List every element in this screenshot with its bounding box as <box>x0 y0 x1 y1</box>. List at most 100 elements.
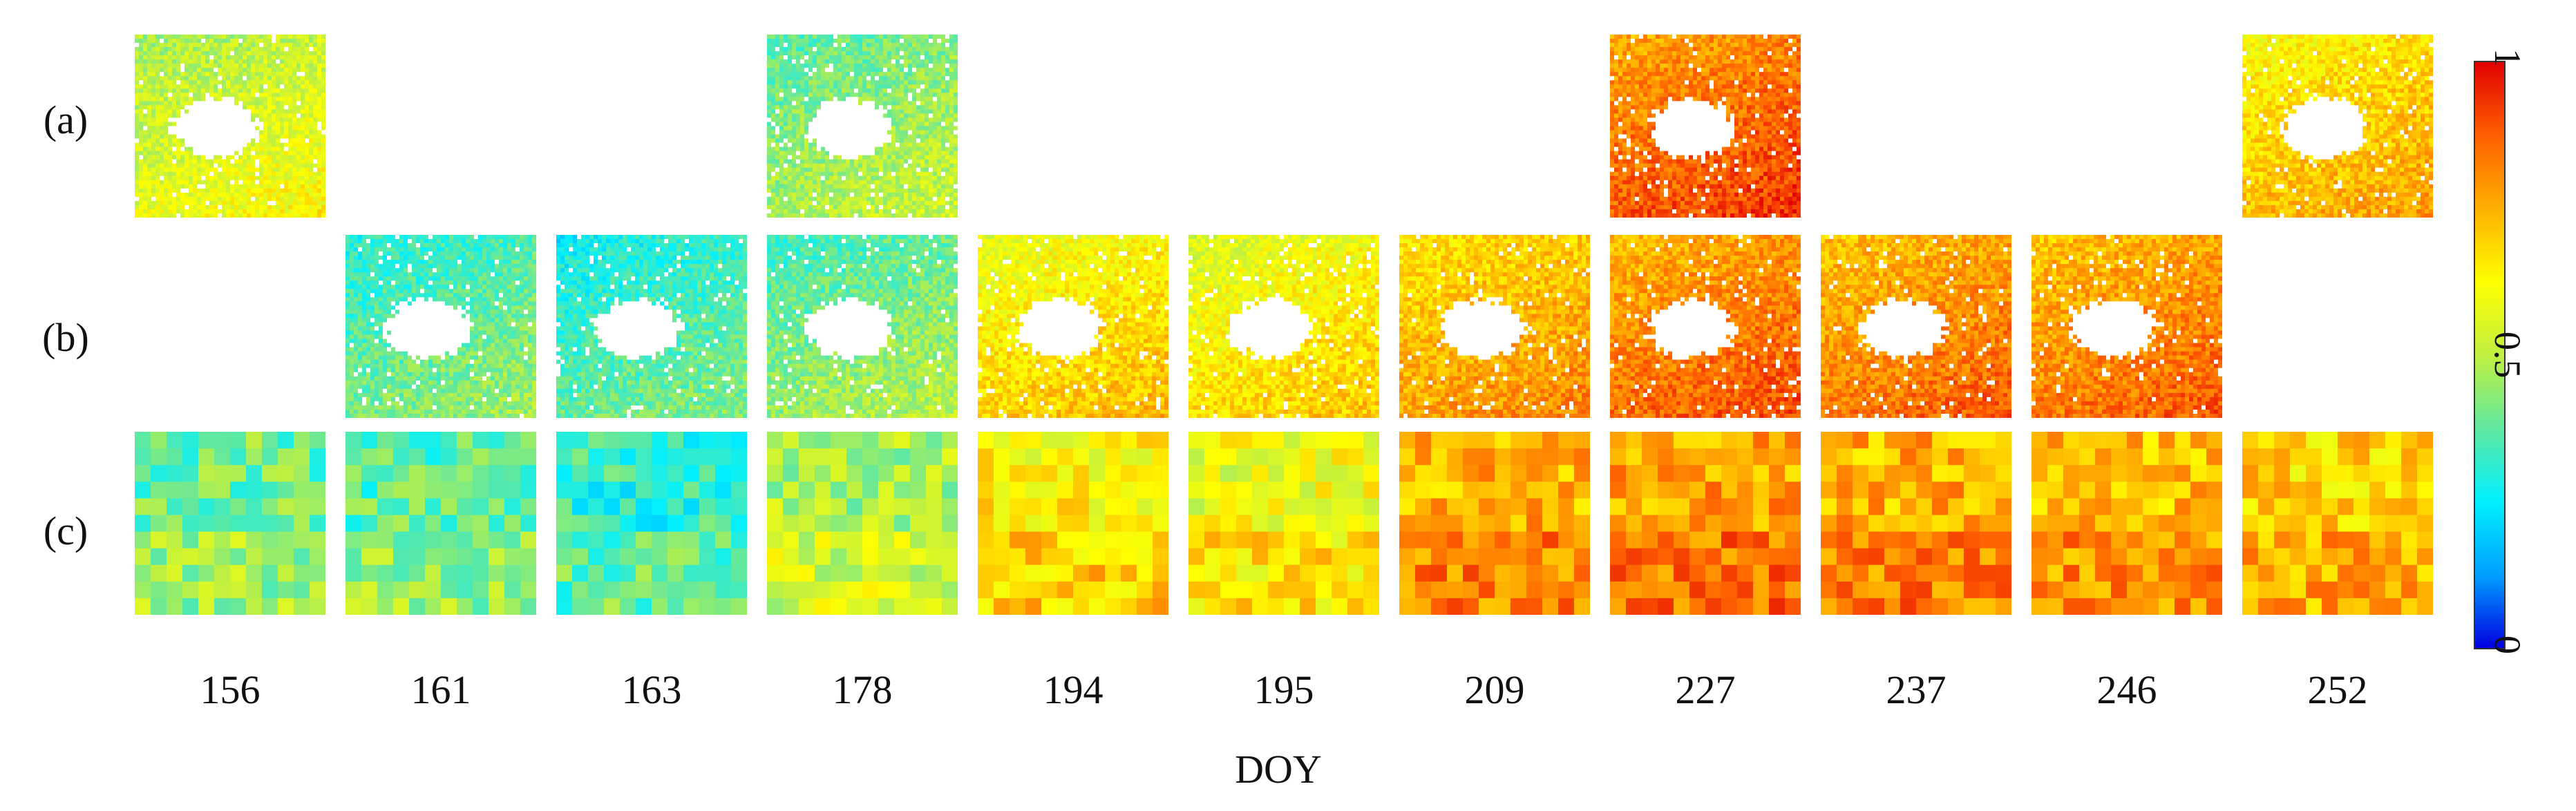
pixel-cell <box>201 146 206 152</box>
pixel-cell <box>1701 76 1706 81</box>
pixel-cell <box>771 101 776 106</box>
pixel-cell <box>1759 76 1764 81</box>
pixel-cell <box>164 59 169 64</box>
pixel-cell <box>197 47 202 52</box>
pixel-cell <box>143 209 148 214</box>
pixel-cell <box>788 39 793 44</box>
pixel-cell <box>883 171 888 177</box>
pixel-cell <box>1631 80 1636 85</box>
pixel-cell <box>862 167 867 173</box>
pixel-cell <box>1739 105 1743 110</box>
pixel-cell <box>214 76 218 81</box>
pixel-cell <box>871 155 875 160</box>
pixel-cell <box>205 184 210 189</box>
pixel-cell <box>779 122 784 126</box>
pixel-cell <box>912 151 917 156</box>
pixel-cell <box>1792 43 1797 48</box>
pixel-cell <box>784 113 788 118</box>
pixel-cell <box>1797 35 1801 39</box>
pixel-cell <box>1759 59 1764 64</box>
pixel-cell <box>259 76 264 81</box>
pixel-cell <box>883 93 888 97</box>
pixel-cell <box>288 93 293 97</box>
pixel-cell <box>193 146 198 152</box>
pixel-cell <box>176 146 181 152</box>
pixel-cell <box>1788 76 1793 81</box>
pixel-cell <box>821 138 826 144</box>
pixel-cell <box>255 155 260 160</box>
pixel-cell <box>775 134 780 140</box>
pixel-cell <box>209 39 214 44</box>
pixel-cell <box>929 146 934 152</box>
pixel-cell <box>296 55 301 60</box>
pixel-cell <box>1743 51 1748 56</box>
pixel-cell <box>143 188 148 193</box>
pixel-cell <box>201 192 206 198</box>
pixel-cell <box>767 184 772 189</box>
pixel-cell <box>218 84 222 89</box>
pixel-cell <box>309 59 314 64</box>
pixel-cell <box>234 213 239 218</box>
pixel-cell <box>846 84 851 89</box>
pixel-cell <box>945 155 950 160</box>
pixel-cell <box>920 175 925 181</box>
pixel-cell <box>209 109 214 114</box>
pixel-cell <box>284 188 289 193</box>
pixel-cell <box>317 209 322 214</box>
pixel-cell <box>238 163 243 169</box>
pixel-cell <box>891 51 896 56</box>
pixel-cell <box>160 130 164 135</box>
pixel-cell <box>771 204 776 210</box>
pixel-cell <box>1718 84 1723 89</box>
pixel-cell <box>796 76 801 81</box>
pixel-cell <box>912 159 917 164</box>
pixel-cell <box>1672 117 1677 122</box>
pixel-cell <box>180 184 185 189</box>
pixel-cell <box>151 142 156 148</box>
pixel-cell <box>900 47 905 52</box>
pixel-cell <box>920 55 925 60</box>
pixel-cell <box>800 117 805 122</box>
pixel-cell <box>871 171 875 177</box>
pixel-cell <box>247 204 252 210</box>
pixel-cell <box>238 192 243 198</box>
pixel-cell <box>937 109 942 114</box>
pixel-cell <box>201 109 206 114</box>
pixel-cell <box>821 105 826 110</box>
pixel-cell <box>941 200 946 206</box>
pixel-cell <box>850 72 855 77</box>
pixel-cell <box>929 188 934 193</box>
pixel-cell <box>837 88 842 93</box>
pixel-cell <box>887 188 892 193</box>
pixel-cell <box>164 64 169 68</box>
pixel-cell <box>800 138 805 144</box>
pixel-cell <box>1622 72 1627 77</box>
pixel-cell <box>263 109 268 114</box>
pixel-cell <box>829 59 834 64</box>
pixel-cell <box>875 105 880 110</box>
pixel-cell <box>767 76 772 81</box>
pixel-cell <box>1614 47 1619 52</box>
pixel-cell <box>929 175 934 181</box>
pixel-cell <box>251 109 256 114</box>
pixel-cell <box>1639 97 1644 102</box>
pixel-cell <box>792 59 797 64</box>
pixel-cell <box>147 68 152 73</box>
pixel-cell <box>1631 59 1636 64</box>
pixel-cell <box>771 117 776 122</box>
pixel-cell <box>1660 64 1665 68</box>
pixel-cell <box>184 175 189 181</box>
pixel-cell <box>147 159 152 164</box>
pixel-cell <box>1697 88 1702 93</box>
pixel-cell <box>1635 43 1640 48</box>
pixel-cell <box>858 64 863 68</box>
pixel-cell <box>875 213 880 218</box>
pixel-cell <box>858 113 863 118</box>
pixel-cell <box>937 146 942 152</box>
pixel-cell <box>135 84 140 89</box>
pixel-cell <box>222 84 227 89</box>
pixel-cell <box>1635 64 1640 68</box>
pixel-cell <box>1739 109 1743 114</box>
pixel-cell <box>949 134 954 140</box>
pixel-cell <box>891 200 896 206</box>
